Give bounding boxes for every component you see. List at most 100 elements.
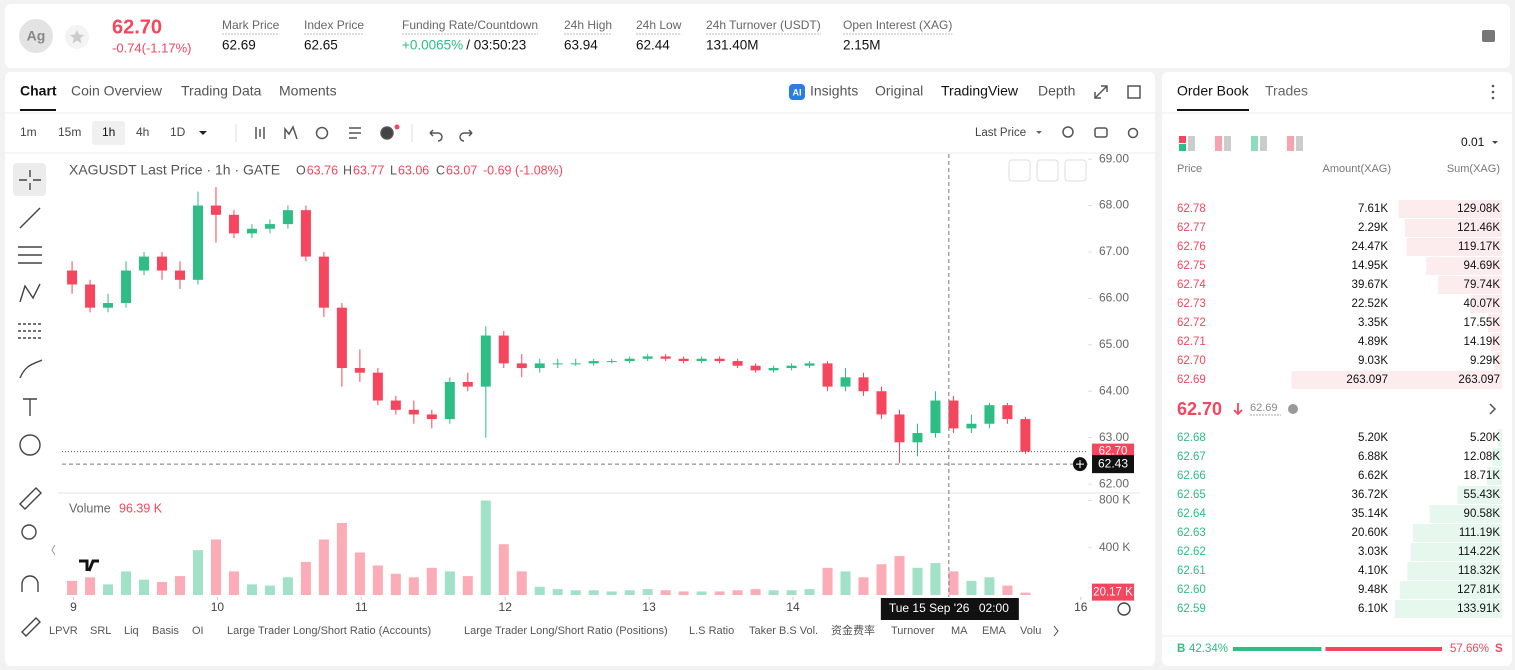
candle-type-icon[interactable] (255, 127, 265, 139)
indicator[interactable]: Basis (152, 625, 179, 637)
active-interval-bg (92, 121, 125, 145)
collapse-toggle[interactable] (51, 544, 56, 556)
template-icon[interactable] (349, 127, 361, 139)
ruler-tool[interactable] (19, 487, 42, 510)
scroll-right[interactable] (1053, 625, 1059, 637)
volume-bar (786, 590, 797, 595)
text-tool[interactable] (23, 398, 37, 416)
pane-button[interactable] (1008, 159, 1031, 182)
stat-label: Mark Price (222, 18, 280, 32)
candle-body (552, 363, 563, 365)
candle-body (192, 205, 203, 280)
dropdown-arrow[interactable] (199, 131, 207, 135)
ob-tab[interactable]: Trades (1265, 83, 1308, 99)
volume-bar (462, 576, 473, 595)
last-price-tag-label: 62.70 (1099, 446, 1128, 458)
ob-sum: 55.43K (1464, 489, 1501, 501)
ob-amount: 22.52K (1352, 298, 1389, 310)
crosshair-price-tag (1092, 455, 1134, 474)
candle-body (318, 256, 329, 308)
indicator[interactable]: SRL (90, 625, 111, 637)
ob-amount: 2.29K (1358, 222, 1388, 234)
projection-tool[interactable] (18, 323, 42, 339)
settings-icon[interactable] (1127, 127, 1139, 139)
more-icon[interactable] (1491, 84, 1495, 100)
pattern-tool[interactable] (19, 283, 41, 303)
undo-icon[interactable] (429, 129, 443, 142)
y-tick-label: 67.00 (1099, 244, 1129, 258)
ob-more[interactable] (1489, 403, 1497, 415)
brush-tool[interactable] (19, 359, 43, 379)
ohlc-label: H (343, 163, 352, 177)
y-tick-label: 69.00 (1099, 151, 1129, 165)
camera-icon[interactable] (1094, 127, 1108, 138)
ob-price: 62.70 (1177, 355, 1206, 367)
add-icon[interactable] (380, 126, 394, 140)
window-icon[interactable] (1127, 85, 1141, 99)
indicator-icon[interactable] (284, 125, 298, 140)
candle-body (67, 270, 78, 285)
stat-label: 24h Turnover (USDT) (706, 18, 821, 32)
chart-tab[interactable]: Moments (279, 83, 337, 99)
ob-tab[interactable]: Order Book (1177, 83, 1250, 99)
emoji-tool[interactable] (19, 434, 41, 456)
interval[interactable]: 1D (170, 125, 186, 139)
indicator[interactable]: Large Trader Long/Short Ratio (Accounts) (227, 625, 431, 637)
ratio-sell: 57.66% (1450, 643, 1489, 655)
volume-bar (930, 563, 941, 595)
chart-tab[interactable]: Trading Data (181, 83, 262, 99)
ob-amount: 36.72K (1352, 489, 1389, 501)
ob-precision[interactable]: 0.01 (1461, 135, 1485, 149)
candle-body (516, 363, 527, 369)
indicator[interactable]: Turnover (891, 625, 935, 637)
candle-body (121, 270, 132, 304)
candle-body (642, 356, 653, 359)
chart-tab[interactable]: Chart (20, 83, 57, 99)
volume-bar (121, 571, 132, 595)
dropdown-arrow[interactable] (1492, 141, 1498, 144)
lock-tool[interactable] (21, 617, 41, 637)
interval[interactable]: 4h (136, 125, 149, 139)
interval[interactable]: 1m (20, 125, 37, 139)
indicator[interactable]: Taker B.S Vol. (749, 625, 818, 637)
indicator[interactable]: Large Trader Long/Short Ratio (Positions… (464, 625, 668, 637)
indicator[interactable]: MA (951, 625, 968, 637)
dropdown-arrow[interactable] (1036, 131, 1042, 134)
crosshair-tool[interactable] (19, 170, 41, 190)
indicator[interactable]: Liq (124, 625, 139, 637)
axis-settings[interactable] (1117, 602, 1131, 616)
crosshair-time: 02:00 (979, 601, 1009, 615)
interval[interactable]: 15m (58, 125, 81, 139)
view-option[interactable]: Original (875, 83, 923, 99)
view-option[interactable]: TradingView (941, 83, 1019, 99)
view-option[interactable]: Depth (1038, 83, 1075, 99)
indicator[interactable]: OI (192, 625, 204, 637)
indicator[interactable]: L.S Ratio (689, 625, 734, 637)
redo-icon[interactable] (459, 129, 473, 142)
zoom-tool[interactable] (21, 524, 37, 540)
indicator[interactable]: Volu (1020, 625, 1041, 637)
price-source[interactable]: Last Price (975, 127, 1026, 139)
stat-label: Funding Rate/Countdown (402, 18, 538, 32)
chart-tab[interactable]: Coin Overview (71, 83, 163, 99)
indicator[interactable]: EMA (982, 625, 1007, 637)
expand-icon[interactable] (1094, 85, 1108, 99)
ob-amount: 6.88K (1358, 451, 1388, 463)
trend-line-tool[interactable] (19, 207, 41, 229)
candle-body (300, 210, 311, 257)
pane-button[interactable] (1036, 159, 1059, 182)
depth-bar (1457, 486, 1502, 504)
pane-button[interactable] (1064, 159, 1087, 182)
view-option[interactable]: Insights (810, 83, 858, 99)
magnet-tool[interactable] (21, 575, 39, 592)
interval[interactable]: 1h (102, 125, 115, 139)
ob-amount: 5.20K (1358, 432, 1388, 444)
coin-avatar (19, 19, 53, 53)
fib-tool[interactable] (18, 246, 42, 264)
search-icon[interactable] (1062, 126, 1074, 138)
book-icon[interactable] (1482, 30, 1495, 42)
indicator[interactable]: LPVR (49, 625, 78, 637)
indicator[interactable]: 资金费率 (831, 623, 875, 637)
replay-icon[interactable] (315, 126, 329, 140)
ob-amount: 9.48K (1358, 584, 1388, 596)
